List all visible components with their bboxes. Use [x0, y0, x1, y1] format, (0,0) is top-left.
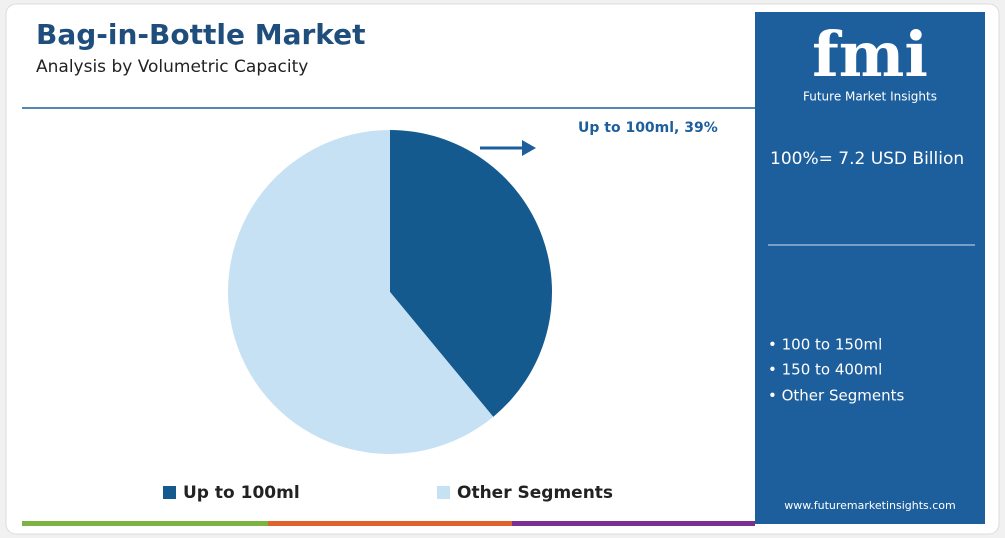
footer-bar [512, 521, 755, 526]
legend-label: Other Segments [457, 483, 613, 503]
brand: Future Market Insights [803, 90, 937, 104]
legend-swatch [163, 486, 176, 499]
segment: • Other Segments [768, 387, 904, 405]
footer-bar [22, 521, 268, 526]
arrow-head [522, 140, 536, 156]
pie-slice [228, 130, 494, 454]
legend-label: Up to 100ml [183, 483, 300, 503]
chart-subtitle: Analysis by Volumetric Capacity [36, 57, 308, 77]
url: www.futuremarketinsights.com [784, 499, 956, 512]
annotation: Up to 100ml, 39% [578, 120, 718, 136]
side-panel [755, 12, 985, 524]
segment: • 150 to 400ml [768, 361, 882, 379]
footer-bar [268, 521, 512, 526]
pie-slice [390, 130, 553, 417]
logo: fmi [812, 18, 928, 91]
total: 100%= 7.2 USD Billion [770, 149, 964, 169]
segment: • 100 to 150ml [768, 336, 882, 354]
legend-swatch [437, 486, 450, 499]
chart-title: Bag-in-Bottle Market [36, 18, 366, 51]
